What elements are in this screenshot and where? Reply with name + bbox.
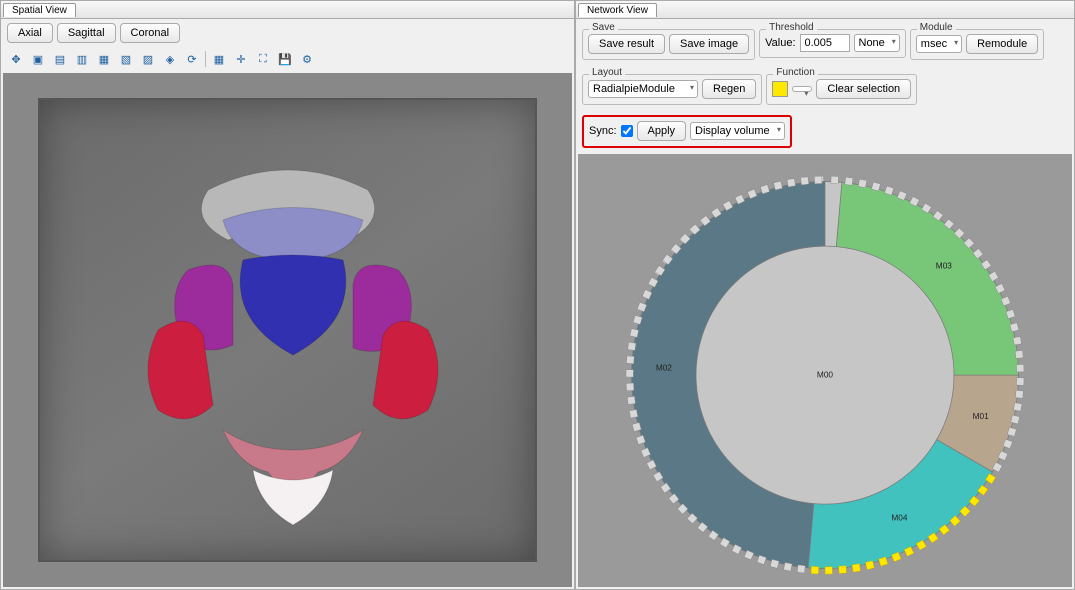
function-label: Function (773, 67, 817, 78)
cube-icon[interactable]: ◈ (161, 50, 179, 68)
tick[interactable] (626, 370, 633, 377)
tick[interactable] (845, 177, 853, 185)
spatial-view-buttons: Axial Sagittal Coronal (1, 19, 574, 47)
spatial-tabbar: Spatial View (1, 1, 574, 19)
tick[interactable] (1010, 323, 1019, 332)
tick[interactable] (1013, 337, 1022, 346)
tick[interactable] (628, 342, 636, 350)
tick[interactable] (1015, 390, 1023, 398)
tick[interactable] (627, 396, 635, 404)
view5-icon[interactable]: ▧ (117, 50, 135, 68)
network-toolbar-row1: Save Save result Save image Threshold Va… (576, 19, 1074, 64)
tick[interactable] (774, 181, 783, 190)
module-label-M04: M04 (891, 512, 908, 522)
tick[interactable] (630, 329, 639, 338)
view2-icon[interactable]: ▤ (51, 50, 69, 68)
tick[interactable] (1011, 415, 1020, 424)
function-color-select[interactable] (792, 86, 812, 92)
sync-fieldset: Sync: Apply Display volume (582, 115, 792, 148)
settings-icon[interactable]: ⚙ (298, 50, 316, 68)
tick[interactable] (626, 356, 634, 364)
divider (205, 51, 206, 67)
brain-region (148, 321, 213, 419)
module-label: Module (917, 22, 956, 33)
brain-region (373, 321, 438, 419)
view6-icon[interactable]: ▨ (139, 50, 157, 68)
refresh-icon[interactable]: ⟳ (183, 50, 201, 68)
view1-icon[interactable]: ▣ (29, 50, 47, 68)
threshold-fieldset: Threshold Value: None (759, 29, 906, 58)
module-label-M02: M02 (656, 362, 673, 372)
tick[interactable] (797, 565, 805, 573)
coronal-button[interactable]: Coronal (120, 23, 181, 43)
sync-checkbox[interactable] (621, 125, 633, 137)
tick[interactable] (852, 564, 860, 572)
tick[interactable] (865, 561, 874, 570)
threshold-label: Threshold (766, 22, 816, 33)
brain-region (223, 208, 363, 261)
layout-label: Layout (589, 67, 625, 78)
target-icon[interactable]: ✛ (232, 50, 250, 68)
tick[interactable] (629, 409, 638, 418)
tick[interactable] (1015, 350, 1023, 358)
save-result-button[interactable]: Save result (588, 34, 665, 54)
network-viewport[interactable]: M04 M01 M03 M02 M00 (578, 154, 1072, 587)
remodule-button[interactable]: Remodule (966, 34, 1038, 54)
tick[interactable] (626, 383, 634, 391)
center-label: M00 (817, 369, 834, 379)
threshold-value-label: Value: (765, 37, 795, 49)
network-tabbar: Network View (576, 1, 1074, 19)
tab-spatial-view[interactable]: Spatial View (3, 3, 76, 17)
apply-button[interactable]: Apply (637, 121, 687, 141)
tick[interactable] (839, 566, 847, 574)
brain-render (3, 73, 572, 587)
tick[interactable] (1013, 403, 1021, 411)
tick[interactable] (1016, 378, 1024, 386)
tick[interactable] (825, 567, 833, 575)
clear-selection-button[interactable]: Clear selection (816, 79, 911, 99)
save-label: Save (589, 22, 618, 33)
spatial-viewport[interactable] (3, 73, 572, 587)
tick[interactable] (871, 182, 880, 191)
network-toolbar-row2: Layout RadialpieModule Regen Function Cl… (576, 64, 1074, 152)
function-color-swatch[interactable] (772, 81, 788, 97)
module-fieldset: Module msec Remodule (910, 29, 1044, 60)
module-label-M01: M01 (973, 411, 990, 421)
module-unit-select[interactable]: msec (916, 35, 962, 53)
expand-icon[interactable]: ⛶ (254, 50, 272, 68)
spatial-view-panel: Spatial View Axial Sagittal Coronal ✥ ▣ … (0, 0, 575, 590)
save-image-button[interactable]: Save image (669, 34, 749, 54)
axial-button[interactable]: Axial (7, 23, 53, 43)
view4-icon[interactable]: ▦ (95, 50, 113, 68)
tick[interactable] (801, 177, 809, 185)
sagittal-button[interactable]: Sagittal (57, 23, 116, 43)
tick[interactable] (814, 176, 822, 184)
grid-icon[interactable]: ▦ (210, 50, 228, 68)
save-icon[interactable]: 💾 (276, 50, 294, 68)
tick[interactable] (787, 178, 796, 187)
network-view-panel: Network View Save Save result Save image… (575, 0, 1075, 590)
orbit-icon[interactable]: ✥ (7, 50, 25, 68)
sync-label: Sync: (589, 125, 617, 137)
module-label-M03: M03 (936, 260, 953, 270)
tick[interactable] (811, 566, 819, 574)
tick[interactable] (858, 179, 867, 188)
threshold-value-input[interactable] (800, 34, 850, 52)
save-fieldset: Save Save result Save image (582, 29, 755, 60)
tab-network-view[interactable]: Network View (578, 3, 657, 17)
tick[interactable] (770, 559, 779, 568)
function-fieldset: Function Clear selection (766, 74, 917, 105)
brain-region (240, 255, 346, 355)
spatial-icon-toolbar: ✥ ▣ ▤ ▥ ▦ ▧ ▨ ◈ ⟳ ▦ ✛ ⛶ 💾 ⚙ (1, 47, 574, 71)
tick[interactable] (1016, 364, 1024, 372)
tick[interactable] (784, 563, 793, 572)
display-mode-select[interactable]: Display volume (690, 122, 785, 140)
view3-icon[interactable]: ▥ (73, 50, 91, 68)
tick[interactable] (632, 422, 641, 431)
threshold-mode-select[interactable]: None (854, 34, 900, 52)
regen-button[interactable]: Regen (702, 79, 756, 99)
layout-fieldset: Layout RadialpieModule Regen (582, 74, 762, 105)
layout-mode-select[interactable]: RadialpieModule (588, 80, 698, 98)
tick[interactable] (831, 176, 839, 184)
